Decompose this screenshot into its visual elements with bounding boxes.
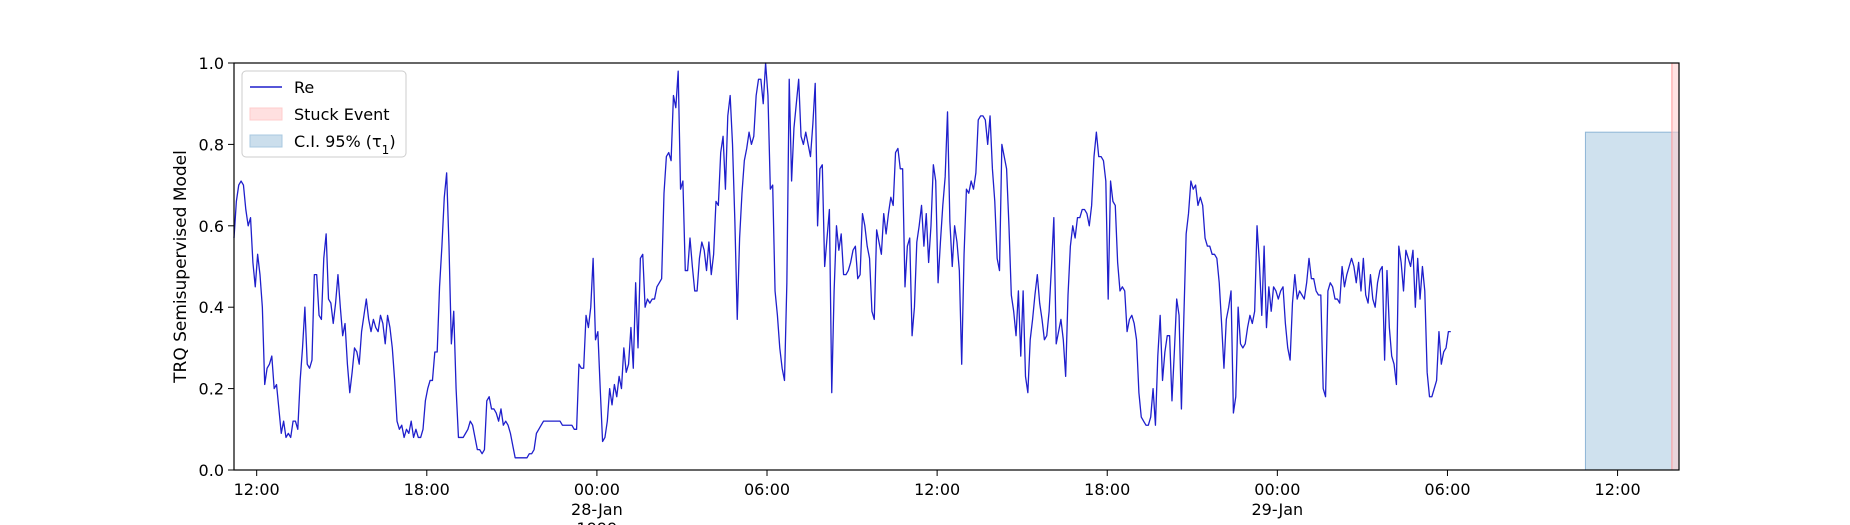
y-tick-label: 0.0 bbox=[199, 461, 224, 480]
plot-frame bbox=[233, 62, 1680, 471]
x-tick-label: 12:00 bbox=[914, 480, 960, 499]
x-tick-sublabel: 29-Jan bbox=[1252, 500, 1304, 519]
legend-swatch-patch bbox=[249, 107, 283, 121]
stuck-event-band bbox=[1671, 62, 1680, 471]
y-tick-label: 0.8 bbox=[199, 135, 224, 154]
shaded-bands bbox=[1584, 62, 1680, 471]
ci-band bbox=[1584, 131, 1680, 471]
y-tick-label: 0.4 bbox=[199, 298, 224, 317]
x-tick-label: 00:00 bbox=[1254, 480, 1300, 499]
y-tick-label: 1.0 bbox=[199, 54, 224, 73]
x-tick-label: 18:00 bbox=[404, 480, 450, 499]
series-line-re bbox=[233, 62, 1451, 459]
x-tick-sublabel: 1999 bbox=[577, 519, 618, 525]
x-tick-label: 12:00 bbox=[234, 480, 280, 499]
x-tick-label: 12:00 bbox=[1595, 480, 1641, 499]
y-tick-label: 0.6 bbox=[199, 217, 224, 236]
y-axis-label: TRQ Semisupervised Model bbox=[171, 150, 191, 384]
legend-label: Re bbox=[294, 78, 314, 97]
y-tick-label: 0.2 bbox=[199, 380, 224, 399]
legend-box bbox=[241, 70, 407, 158]
x-tick-label: 06:00 bbox=[1424, 480, 1470, 499]
legend-label-suffix: ) bbox=[389, 132, 395, 151]
legend-swatch-patch bbox=[249, 134, 283, 148]
axes: 0.00.20.40.60.81.012:0018:0000:0028-Jan1… bbox=[171, 54, 1680, 525]
legend-label-subscript: 1 bbox=[382, 143, 390, 157]
legend-label: Stuck Event bbox=[294, 105, 390, 124]
series-lines bbox=[233, 62, 1451, 459]
x-tick-label: 06:00 bbox=[744, 480, 790, 499]
x-tick-label: 18:00 bbox=[1084, 480, 1130, 499]
x-tick-sublabel: 28-Jan bbox=[571, 500, 623, 519]
x-tick-label: 00:00 bbox=[574, 480, 620, 499]
